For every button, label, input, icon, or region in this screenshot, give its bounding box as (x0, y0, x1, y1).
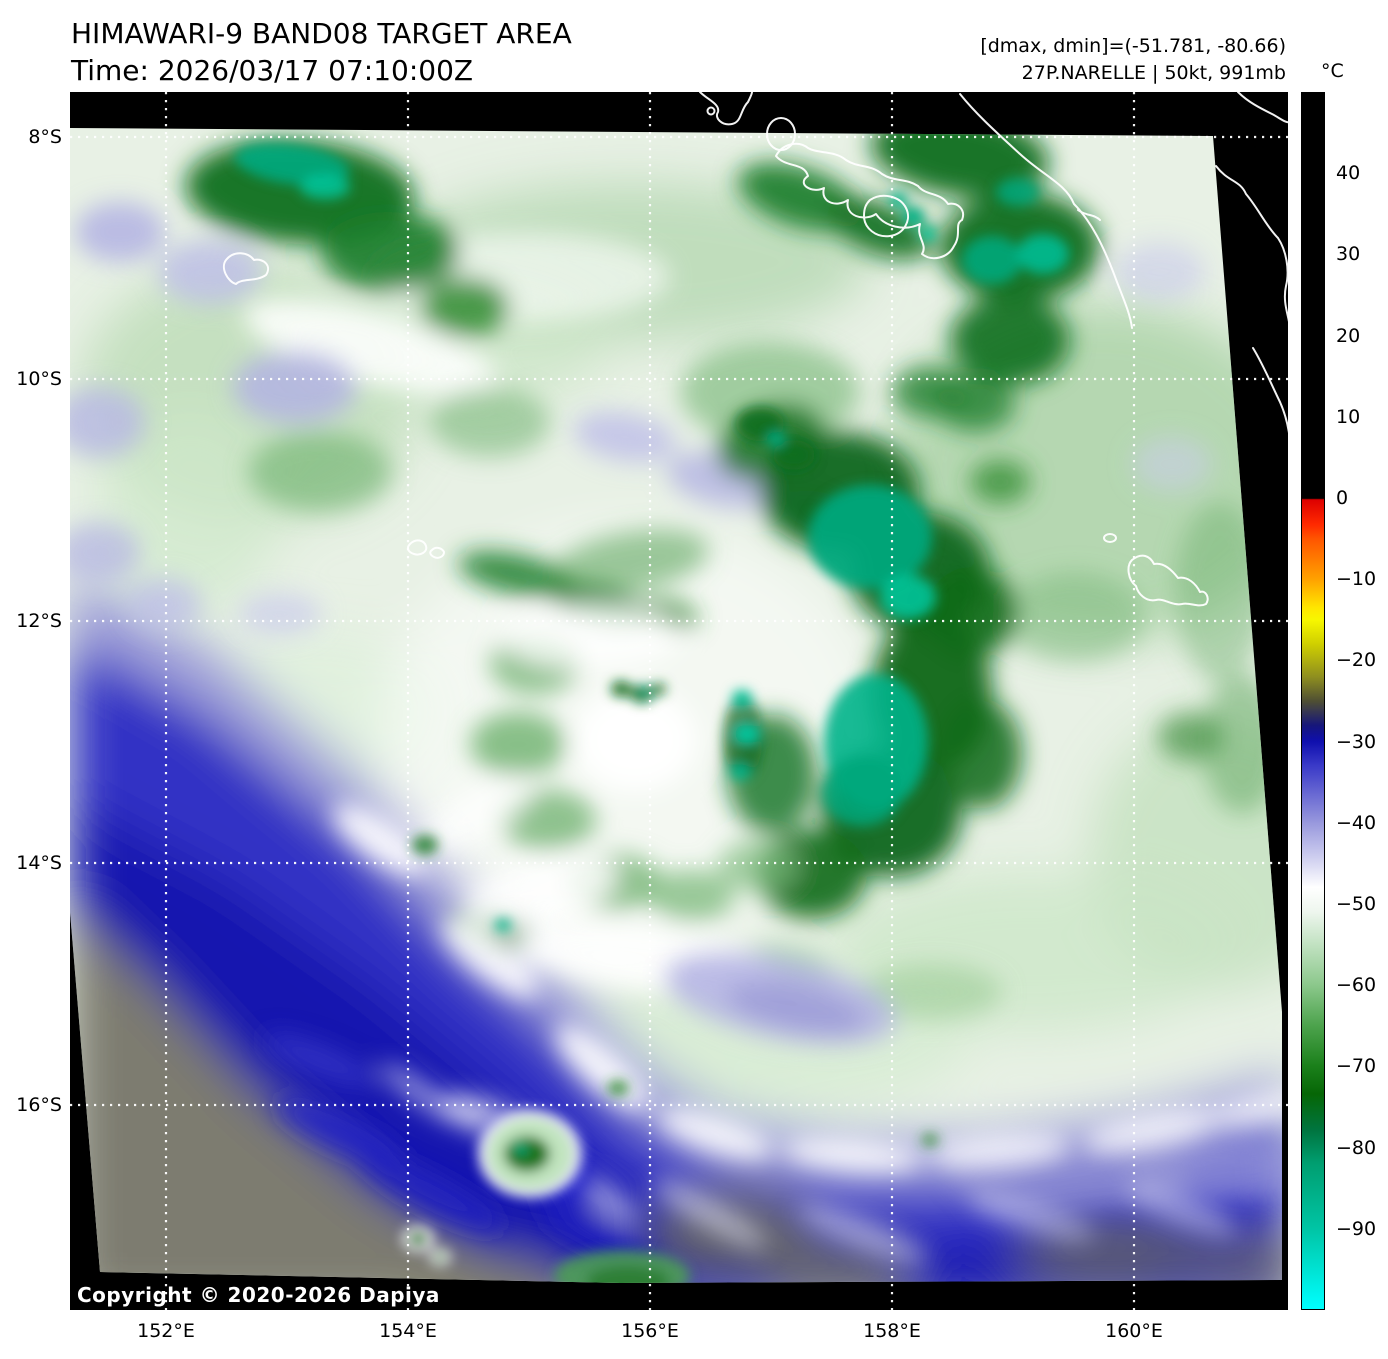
colorbar-tick: −40 (1336, 812, 1377, 834)
colorbar-tick: −30 (1336, 731, 1377, 753)
lat-tick-label: 8°S (28, 126, 62, 148)
colorbar-tick: 40 (1336, 162, 1361, 184)
lon-tick-label: 154°E (379, 1320, 437, 1342)
graticule (70, 92, 1288, 1310)
colorbar-tick: 0 (1336, 487, 1349, 509)
timestamp-label: Time: 2026/03/17 07:10:00Z (71, 54, 474, 87)
lon-tick-label: 160°E (1105, 1320, 1163, 1342)
colorbar-tick: −80 (1336, 1137, 1377, 1159)
lat-tick-label: 16°S (16, 1094, 62, 1116)
colorbar-tick: −90 (1336, 1218, 1377, 1240)
page-title: HIMAWARI-9 BAND08 TARGET AREA (71, 17, 572, 50)
lat-tick-label: 10°S (16, 368, 62, 390)
colorbar-unit-label: °C (1321, 60, 1344, 82)
plot-area (70, 91, 1293, 1310)
colorbar-tick: −70 (1336, 1055, 1377, 1077)
satellite-image (70, 91, 1293, 1310)
cloud-field (70, 128, 1282, 1283)
lon-tick-label: 152°E (137, 1320, 195, 1342)
colorbar-gradient (1301, 92, 1325, 1310)
colorbar-tick: 30 (1336, 243, 1361, 265)
coastlines (222, 91, 1293, 607)
colorbar-tick: 10 (1336, 406, 1361, 428)
lat-tick-label: 14°S (16, 852, 62, 874)
colorbar-tick: −20 (1336, 649, 1377, 671)
lon-tick-label: 158°E (863, 1320, 921, 1342)
colorbar-tick: −10 (1336, 568, 1377, 590)
header: HIMAWARI-9 BAND08 TARGET AREA Time: 2026… (71, 15, 572, 89)
info-block: [dmax, dmin]=(-51.781, -80.66) 27P.NAREL… (980, 33, 1286, 87)
colorbar-tick: −60 (1336, 974, 1377, 996)
lat-tick-label: 12°S (16, 610, 62, 632)
colorbar-tick: 20 (1336, 325, 1361, 347)
storm-intensity-label: 27P.NARELLE | 50kt, 991mb (1021, 62, 1286, 84)
lon-tick-label: 156°E (621, 1320, 679, 1342)
copyright-label: Copyright © 2020-2026 Dapiya (77, 1283, 440, 1307)
colorbar-tick: −50 (1336, 893, 1377, 915)
dmax-dmin-label: [dmax, dmin]=(-51.781, -80.66) (980, 35, 1286, 57)
